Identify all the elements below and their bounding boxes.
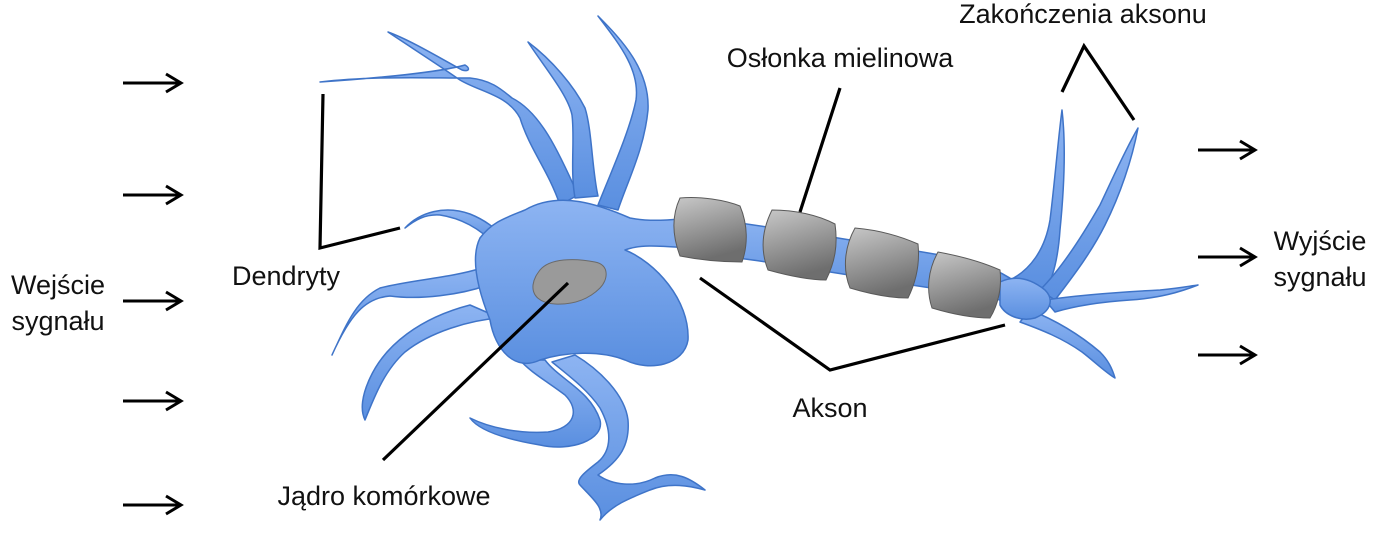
myelin-segment [673, 197, 747, 263]
input-arrows [123, 72, 184, 516]
arrow-right-icon [1198, 139, 1258, 161]
output-arrows [1198, 139, 1258, 366]
dendrite [404, 209, 506, 246]
dendrite [469, 359, 602, 448]
myelin-segment [845, 227, 919, 299]
input-label-line1: Wejście [11, 270, 105, 300]
myelin-label: Osłonka mielinowa [727, 43, 955, 73]
input-label-line2: sygnału [11, 306, 104, 336]
arrow-right-icon [123, 290, 184, 312]
axon-terminal [1044, 284, 1199, 313]
neuron [319, 15, 1199, 521]
nucleus-leader [381, 281, 570, 462]
dendrite [319, 31, 579, 206]
arrow-right-icon [123, 72, 184, 94]
dendrite [527, 41, 599, 199]
leader-lines [318, 42, 1136, 462]
dendrites-leader [318, 93, 401, 251]
myelin-segment [762, 209, 837, 281]
myelin-segment [928, 251, 1001, 319]
axon-hillock [999, 277, 1051, 320]
axon-terminal [1019, 309, 1116, 379]
terminals-label: Zakończenia aksonu [959, 0, 1207, 29]
dendrite [551, 354, 706, 521]
dendrites-label: Dendryty [232, 261, 341, 291]
terminals-leader [1060, 42, 1136, 121]
nucleus-label: Jądro komórkowe [277, 481, 490, 511]
neuron-body [319, 15, 1199, 521]
arrow-right-icon [1198, 344, 1258, 366]
dendrite [597, 15, 649, 211]
output-label-line1: Wyjście [1274, 226, 1367, 256]
dendrite [331, 267, 489, 356]
arrow-right-icon [1198, 246, 1258, 268]
arrow-right-icon [123, 390, 184, 412]
arrow-right-icon [123, 494, 184, 516]
axon-terminal [1039, 127, 1139, 301]
myelin-sheath [673, 197, 1001, 319]
labels: Wejście sygnału Wyjście sygnału Dendryty… [11, 0, 1367, 511]
axon-terminal [1009, 109, 1065, 293]
arrow-right-icon [123, 184, 184, 206]
cell-nucleus [532, 259, 607, 305]
dendrite [361, 304, 501, 421]
axon-leader [699, 276, 1006, 372]
output-label-line2: sygnału [1273, 262, 1366, 292]
myelin-leader [798, 87, 842, 213]
axon-label: Akson [792, 393, 867, 423]
